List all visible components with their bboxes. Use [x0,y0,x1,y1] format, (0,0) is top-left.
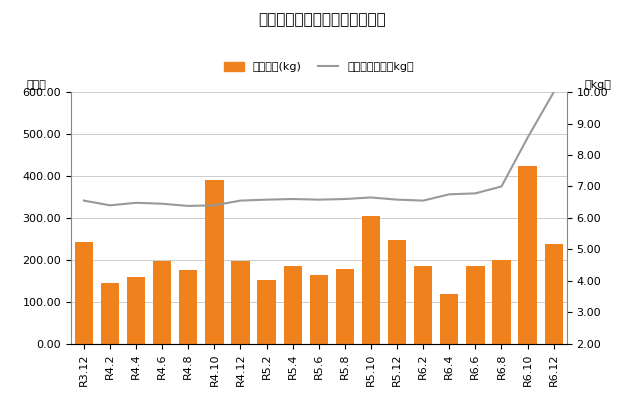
Bar [388,240,406,344]
Bar [518,166,536,344]
Bar [231,261,250,344]
Bar [127,277,145,344]
Bar [179,270,198,344]
Bar [336,269,354,344]
Bar [101,283,119,344]
Legend: 購入数量(kg), 平均価格（円／kg）: 購入数量(kg), 平均価格（円／kg） [220,57,418,77]
Bar [283,266,302,344]
Text: （kg）: （kg） [585,80,611,90]
Bar [258,280,276,344]
Bar [466,266,484,344]
Bar [153,261,171,344]
Text: （円）: （円） [26,80,46,90]
Text: 家計調査結果の推移（総務省）: 家計調査結果の推移（総務省） [258,13,386,28]
Bar [545,244,563,344]
Bar [75,242,93,344]
Bar [440,294,459,344]
Bar [414,266,432,344]
Bar [310,275,328,344]
Bar [492,260,511,344]
Bar [362,216,380,344]
Bar [205,180,223,344]
